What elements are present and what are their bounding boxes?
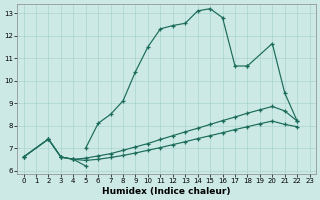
X-axis label: Humidex (Indice chaleur): Humidex (Indice chaleur) [102, 187, 231, 196]
